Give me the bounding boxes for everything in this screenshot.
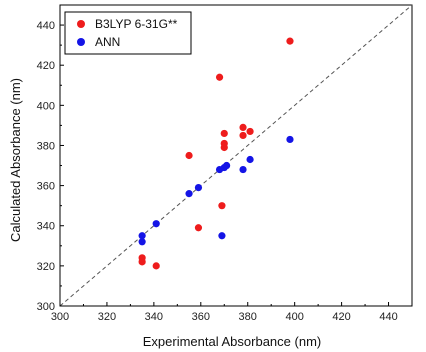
x-tick-label: 440 xyxy=(379,311,397,323)
data-point xyxy=(185,190,193,198)
data-point xyxy=(246,155,254,164)
data-point xyxy=(152,262,160,270)
legend-box xyxy=(64,11,192,55)
data-point xyxy=(152,220,160,228)
data-point xyxy=(220,129,228,138)
y-tick-label: 300 xyxy=(37,301,55,313)
y-axis-title: Calculated Absorbance (nm) xyxy=(8,78,23,242)
data-point xyxy=(138,258,146,266)
data-point xyxy=(239,123,247,132)
plot-frame xyxy=(59,4,413,307)
x-tick-label: 320 xyxy=(98,311,116,323)
legend: B3LYP 6-31G** ANN xyxy=(64,11,192,55)
y-tick-label: 320 xyxy=(37,261,55,273)
data-point xyxy=(218,202,226,210)
series-ann xyxy=(138,135,294,246)
x-tick-label: 400 xyxy=(285,311,303,323)
legend-label-ann: ANN xyxy=(95,35,120,49)
data-point xyxy=(218,232,226,240)
data-point xyxy=(286,135,294,144)
data-point xyxy=(138,238,146,246)
data-point xyxy=(246,127,254,136)
y-tick-label: 360 xyxy=(37,181,55,193)
y-tick-label: 380 xyxy=(37,140,55,152)
data-point xyxy=(194,224,203,232)
data-point xyxy=(239,131,247,140)
data-point xyxy=(223,161,231,170)
legend-marker-ann xyxy=(77,38,85,46)
legend-marker-b3lyp xyxy=(77,20,85,28)
data-points-layer xyxy=(138,37,294,270)
legend-label-b3lyp: B3LYP 6-31G** xyxy=(95,17,178,31)
data-point xyxy=(220,143,228,152)
ticks-layer: 300 320 340 360 380 400 420 440 300 320 340 360 380 4… xyxy=(37,20,398,323)
y-tick-label: 440 xyxy=(37,20,55,32)
data-point xyxy=(138,232,146,240)
x-tick-label: 360 xyxy=(192,311,210,323)
data-point xyxy=(215,73,224,81)
y-tick-label: 340 xyxy=(37,221,55,233)
plot-area-border xyxy=(59,4,413,307)
x-tick-label: 340 xyxy=(145,311,163,323)
y-tick-label: 400 xyxy=(37,100,55,112)
data-point xyxy=(194,184,203,192)
x-tick-label: 420 xyxy=(332,311,350,323)
x-tick-label: 380 xyxy=(239,311,257,323)
x-tick-label: 300 xyxy=(51,311,69,323)
reference-line-layer xyxy=(59,4,413,307)
data-point xyxy=(239,165,247,174)
reference-line-y-equals-x xyxy=(59,4,413,307)
series-b3lyp xyxy=(138,37,294,270)
x-axis-title: Experimental Absorbance (nm) xyxy=(143,334,321,349)
data-point xyxy=(286,37,294,45)
data-point xyxy=(185,151,193,160)
y-tick-label: 420 xyxy=(37,60,55,72)
